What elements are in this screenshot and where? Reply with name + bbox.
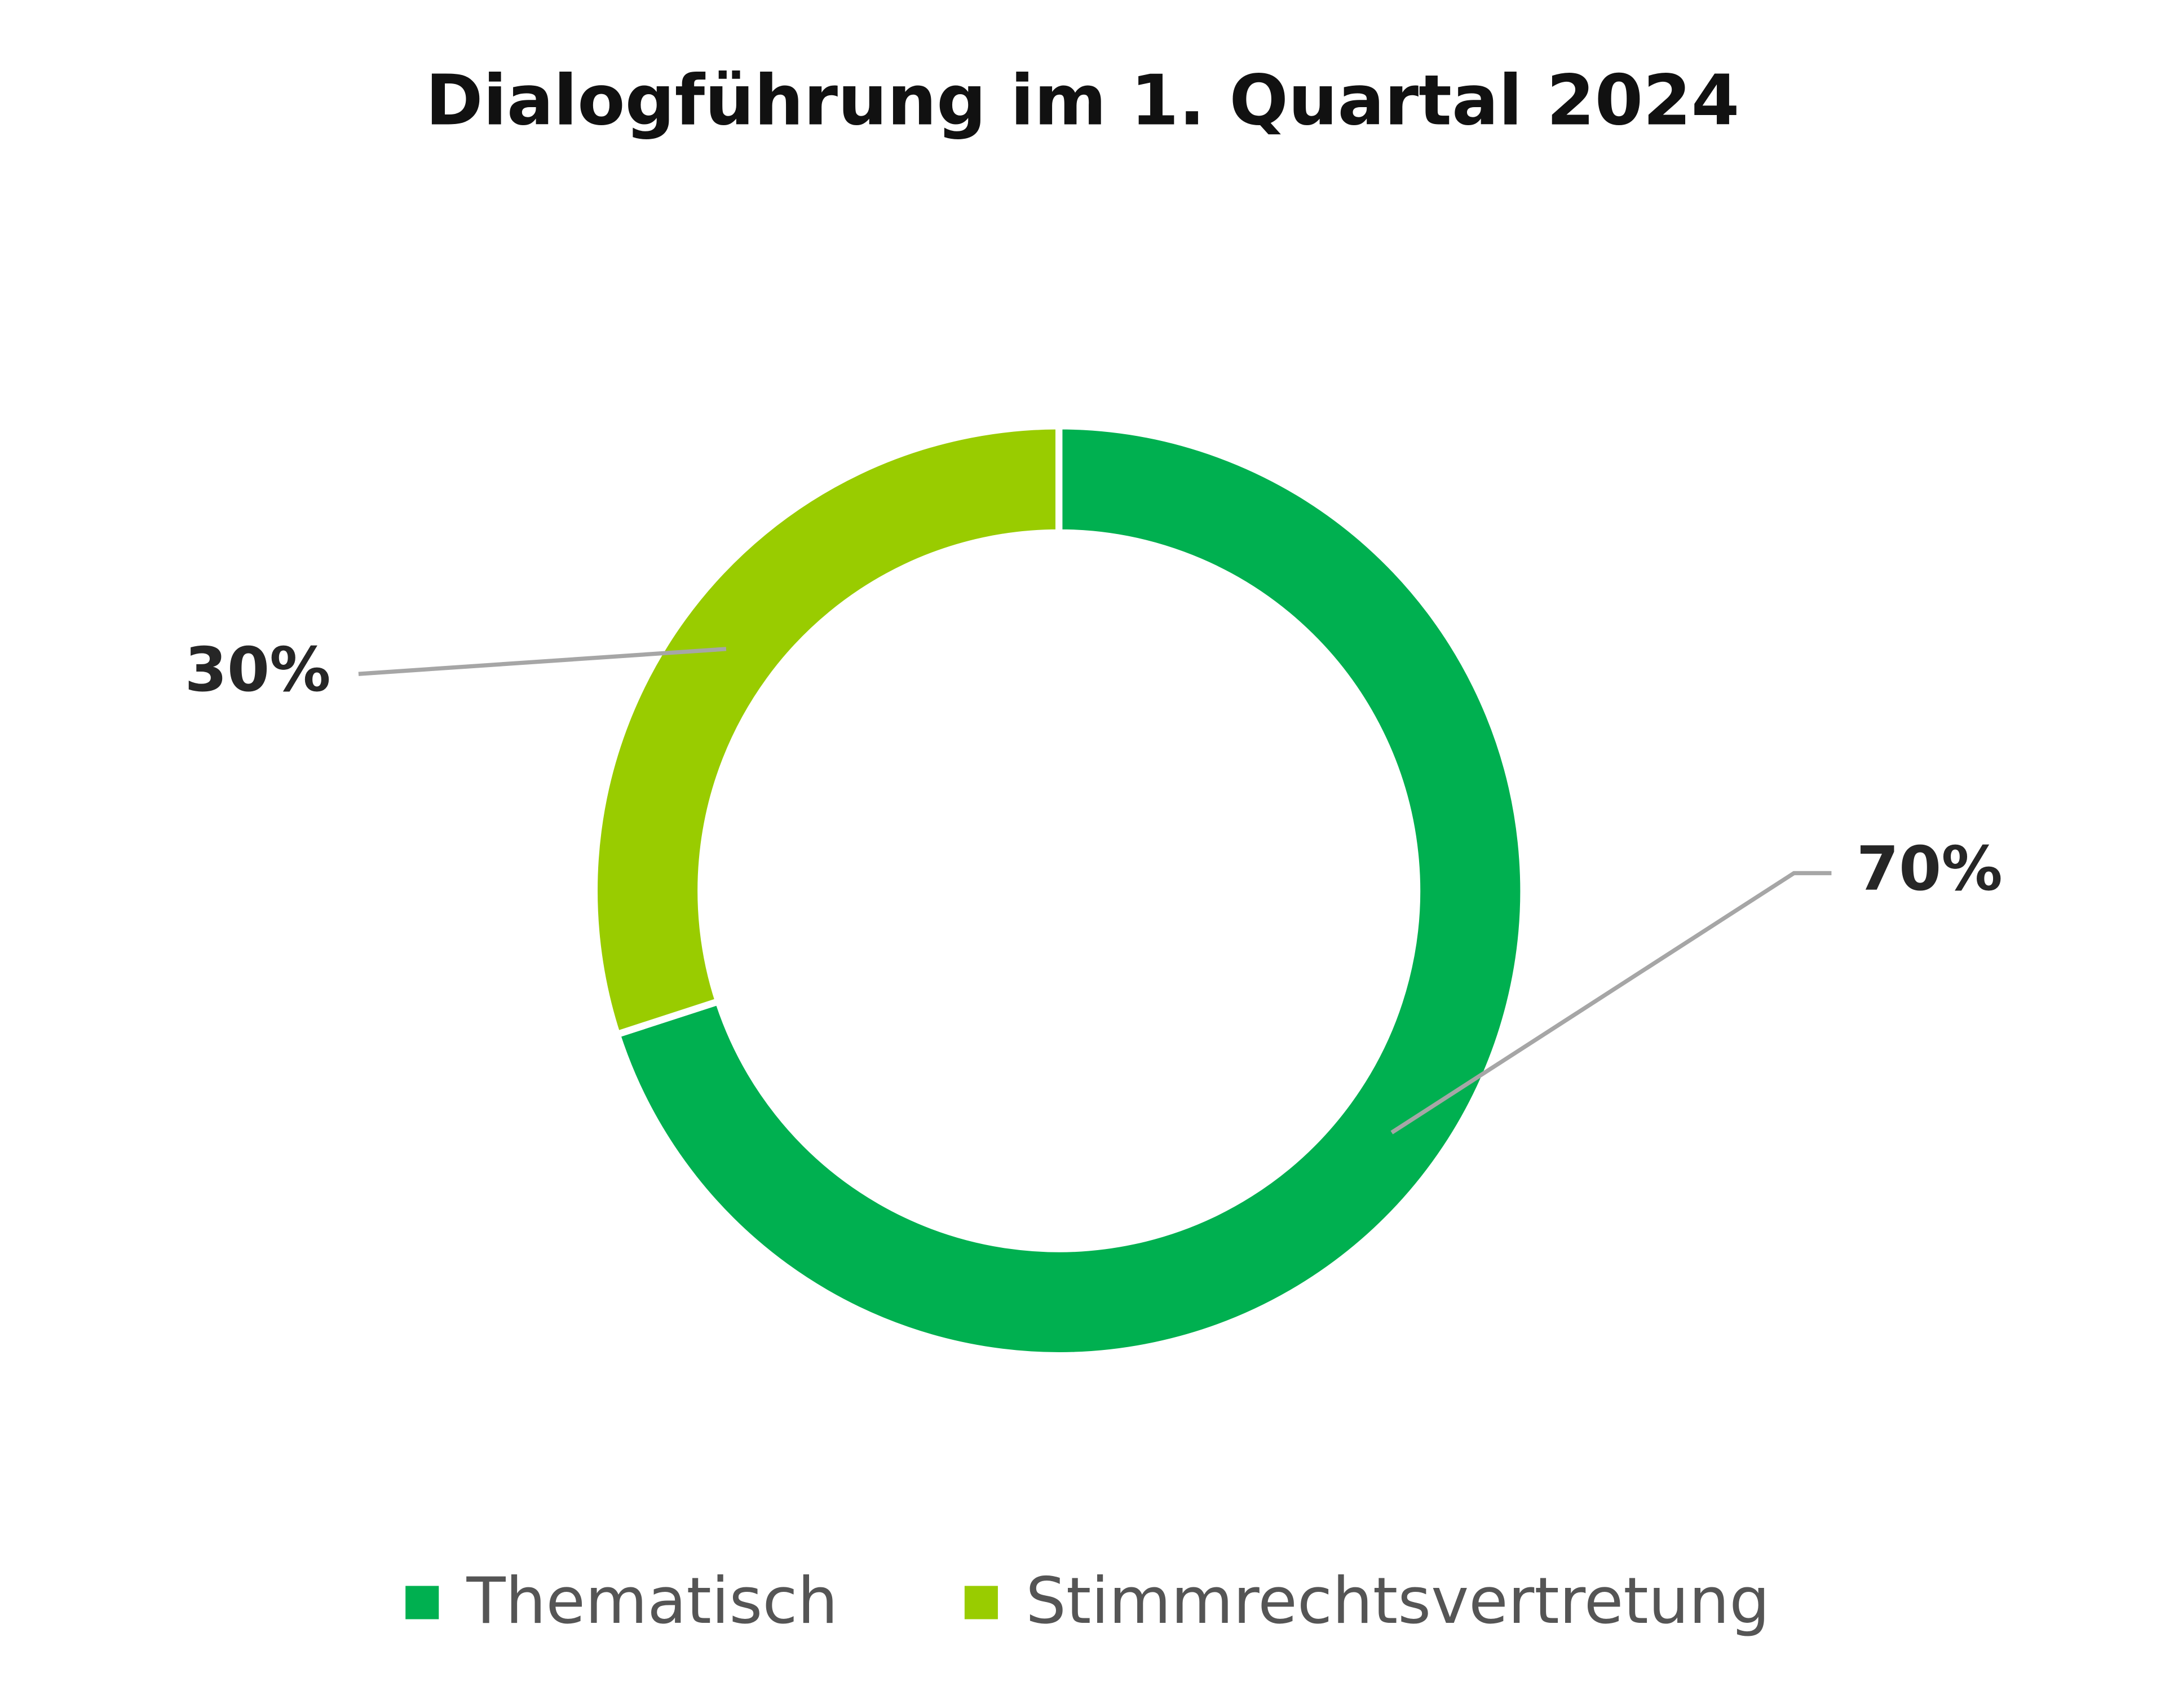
data-label: 70% — [1857, 833, 2003, 904]
leader-line — [1390, 871, 1832, 1135]
legend-swatch — [405, 1586, 439, 1619]
leader-line — [358, 647, 727, 676]
data-label: 30% — [185, 634, 331, 705]
legend-label: Stimmrechtsvertretung — [1026, 1564, 1770, 1638]
donut-segment — [590, 422, 1063, 1039]
donut-segment — [612, 422, 1527, 1360]
legend-swatch — [964, 1586, 998, 1619]
chart-title: Dialogführung im 1. Quartal 2024 — [426, 61, 1740, 142]
legend-label: Thematisch — [466, 1564, 838, 1638]
